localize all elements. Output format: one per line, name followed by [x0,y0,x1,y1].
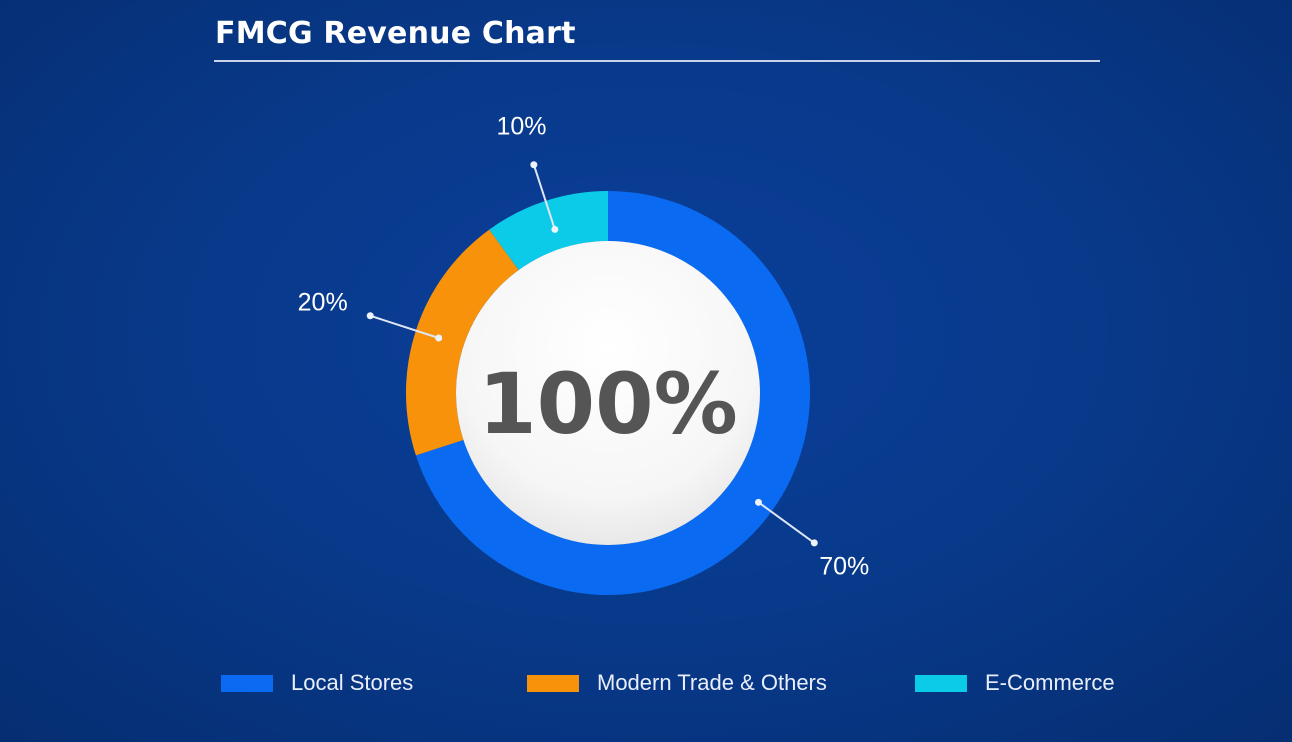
legend-label: Local Stores [291,670,414,695]
callout-dot-local-stores [754,498,762,506]
legend-item-modern-trade: Modern Trade & Others [527,670,827,696]
callout-dot-local-stores [810,539,818,547]
donut-slice-modern-trade [405,229,519,456]
data-label-e-commerce: 10% [496,113,546,141]
chart-title: FMCG Revenue Chart [215,16,576,51]
legend-label: E-Commerce [985,670,1115,695]
callout-line-local-stores [757,501,815,544]
legend-swatch [221,674,273,692]
callout-dot-modern-trade [366,312,374,320]
chart-legend: Local Stores Modern Trade & Others E-Com… [0,670,1292,700]
donut-slice-e-commerce [489,191,608,271]
callout-dot-e-commerce [551,225,559,233]
legend-item-local-stores: Local Stores [221,670,413,696]
data-label-local-stores: 70% [819,553,869,581]
callout-line-modern-trade [369,314,440,339]
legend-swatch [915,674,967,692]
callout-line-e-commerce [532,164,556,230]
title-divider [214,60,1100,62]
donut-center [456,241,760,545]
center-total-label: 100% [478,355,738,453]
legend-item-e-commerce: E-Commerce [915,670,1115,696]
legend-label: Modern Trade & Others [597,670,827,695]
callout-dot-modern-trade [435,334,443,342]
data-label-modern-trade: 20% [298,288,348,316]
legend-swatch [527,674,579,692]
callout-dot-e-commerce [530,161,538,169]
